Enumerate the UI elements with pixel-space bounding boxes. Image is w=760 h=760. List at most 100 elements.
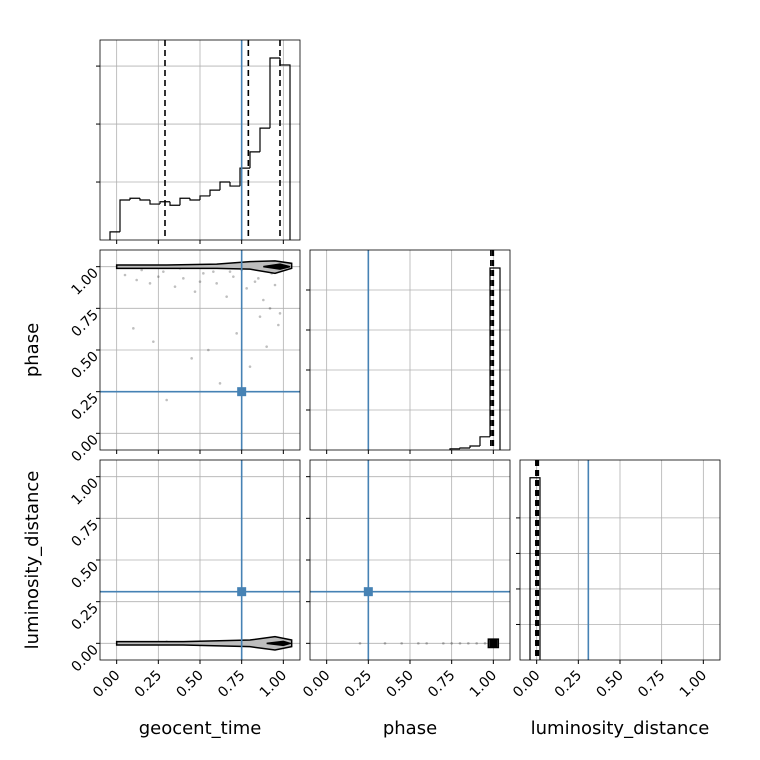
x-axis-label: luminosity_distance bbox=[531, 718, 710, 739]
x-tick-label: 0.00 bbox=[510, 668, 543, 701]
panel-frame bbox=[309, 249, 511, 451]
truth-marker bbox=[363, 587, 373, 597]
sample-point bbox=[268, 307, 272, 310]
histogram-step bbox=[169, 201, 180, 206]
density-contour bbox=[115, 260, 293, 275]
x-tick-label: 0.75 bbox=[215, 668, 248, 701]
histogram-step bbox=[129, 197, 140, 200]
sample-point bbox=[182, 277, 185, 280]
histogram-step bbox=[259, 127, 270, 152]
x-tick-label: 0.75 bbox=[635, 668, 668, 701]
sample-point bbox=[212, 270, 215, 273]
sample-point bbox=[475, 642, 478, 645]
sample-point bbox=[225, 295, 228, 298]
sample-point bbox=[358, 642, 362, 645]
sample-point bbox=[425, 642, 428, 645]
sample-point bbox=[123, 273, 127, 277]
histogram-step bbox=[139, 198, 150, 201]
y-tick-label: 1.00 bbox=[69, 265, 102, 298]
panel-frame bbox=[99, 249, 301, 451]
y-tick-label: 0.75 bbox=[69, 307, 102, 340]
sample-point bbox=[165, 398, 168, 402]
sample-point bbox=[173, 285, 177, 288]
x-tick-label: 0.50 bbox=[173, 668, 206, 701]
x-tick-label: 0.00 bbox=[300, 668, 333, 701]
histogram-step bbox=[239, 167, 250, 187]
y-tick-label: 0.50 bbox=[69, 559, 102, 592]
y-tick-label: 0.50 bbox=[69, 349, 102, 382]
x-tick-label: 1.00 bbox=[257, 668, 290, 701]
x-tick-label: 0.50 bbox=[593, 668, 626, 701]
sample-point bbox=[458, 642, 462, 645]
sample-point bbox=[228, 270, 232, 273]
density-contour bbox=[266, 640, 293, 647]
x-tick-label: 0.25 bbox=[342, 668, 375, 701]
x-tick-label: 0.50 bbox=[383, 668, 416, 701]
sample-point bbox=[262, 298, 265, 302]
sample-point bbox=[258, 315, 262, 318]
sample-point bbox=[450, 642, 453, 645]
sample-point bbox=[417, 642, 420, 645]
sample-point bbox=[132, 327, 135, 330]
sample-point bbox=[467, 642, 470, 645]
sample-point bbox=[157, 275, 160, 278]
sample-point bbox=[232, 275, 235, 278]
sample-point bbox=[483, 642, 487, 645]
x-tick-label: 0.75 bbox=[425, 668, 458, 701]
histogram-step bbox=[269, 57, 280, 129]
histogram-step bbox=[479, 436, 490, 446]
x-tick-label: 1.00 bbox=[677, 668, 710, 701]
y-tick-label: 0.25 bbox=[69, 390, 102, 423]
sample-point bbox=[248, 365, 252, 368]
histogram-step bbox=[279, 57, 291, 240]
x-axis-label: phase bbox=[383, 718, 437, 739]
panel-frame bbox=[309, 459, 511, 661]
sample-point bbox=[442, 642, 445, 645]
sample-point bbox=[193, 290, 197, 293]
truth-marker bbox=[237, 587, 247, 597]
histogram-step bbox=[219, 181, 230, 191]
sample-point bbox=[278, 312, 282, 315]
x-axis-label: geocent_time bbox=[139, 718, 262, 739]
sample-point bbox=[190, 357, 193, 360]
sample-point bbox=[198, 280, 202, 283]
x-tick-label: 1.00 bbox=[467, 668, 500, 701]
histogram-step bbox=[149, 200, 160, 205]
x-tick-label: 0.25 bbox=[132, 668, 165, 701]
histogram-step bbox=[489, 267, 501, 450]
y-tick-label: 0.00 bbox=[69, 642, 102, 675]
histogram-step bbox=[189, 198, 200, 201]
panel-frame bbox=[99, 459, 301, 661]
sample-point bbox=[218, 382, 222, 385]
sample-point bbox=[383, 642, 387, 645]
histogram-step bbox=[199, 195, 210, 200]
histogram-step bbox=[459, 447, 470, 449]
histogram-step bbox=[529, 477, 541, 660]
sample-point bbox=[135, 278, 138, 282]
sample-point bbox=[245, 287, 248, 290]
sample-point bbox=[265, 345, 268, 348]
sample-point bbox=[202, 272, 205, 275]
density-contour bbox=[115, 635, 293, 651]
sample-point bbox=[235, 332, 238, 335]
sample-point bbox=[215, 282, 218, 285]
y-tick-label: 0.00 bbox=[69, 432, 102, 465]
truth-marker bbox=[237, 387, 247, 397]
histogram-step bbox=[119, 199, 130, 232]
sample-point bbox=[152, 340, 155, 343]
density-contour bbox=[489, 639, 498, 648]
histogram-step bbox=[249, 151, 260, 169]
y-tick-label: 0.25 bbox=[69, 600, 102, 633]
y-axis-label: phase bbox=[22, 323, 43, 377]
y-axis-label: luminosity_distance bbox=[22, 471, 43, 650]
histogram-step bbox=[179, 197, 190, 206]
x-tick-label: 0.25 bbox=[552, 668, 585, 701]
histogram-step bbox=[469, 445, 480, 448]
sample-point bbox=[253, 280, 257, 283]
panel-frame bbox=[99, 39, 301, 241]
y-tick-label: 1.00 bbox=[69, 475, 102, 508]
sample-point bbox=[400, 642, 403, 645]
histogram-step bbox=[229, 182, 240, 187]
sample-point bbox=[277, 323, 280, 327]
